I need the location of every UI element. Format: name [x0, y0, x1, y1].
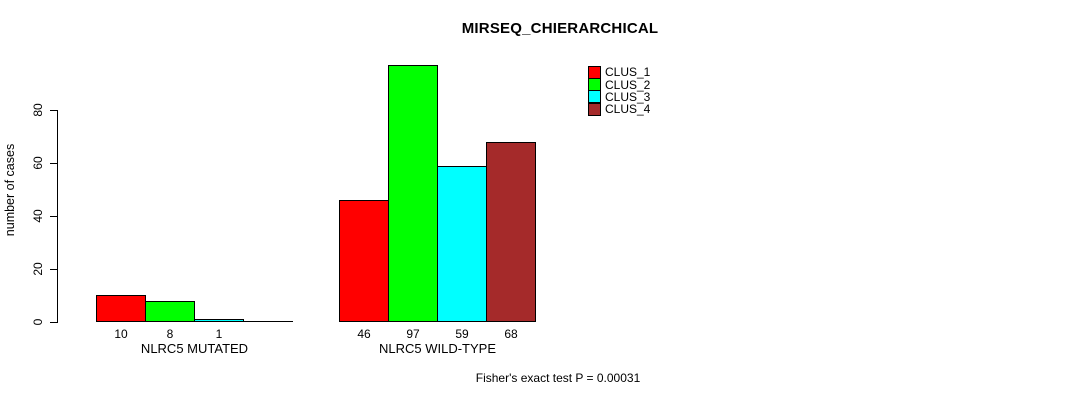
bar-value-label: 8 — [166, 327, 174, 341]
bar-value-label: 59 — [455, 327, 469, 341]
bar-clus_2 — [388, 65, 438, 322]
bar-clus_4-zero — [243, 321, 293, 322]
legend-label: CLUS_4 — [605, 102, 651, 117]
bar-value-label: 10 — [114, 327, 128, 341]
y-axis-tick-label: 80 — [31, 103, 45, 117]
chart-title: MIRSEQ_CHIERARCHICAL — [461, 20, 659, 37]
y-axis-tick — [50, 215, 57, 217]
legend-item-clus_3: CLUS_3 — [588, 89, 651, 104]
bar-clus_1 — [339, 200, 389, 322]
y-axis-tick-label: 40 — [31, 209, 45, 223]
bar-value-label: 1 — [215, 327, 223, 341]
bar-value-label: 46 — [357, 327, 371, 341]
y-axis-tick — [50, 268, 57, 270]
y-axis-tick — [50, 321, 57, 323]
chart-legend: CLUS_1 CLUS_2 CLUS_3 CLUS_4 — [588, 65, 651, 117]
bar-value-label: 97 — [406, 327, 420, 341]
category-label: NLRC5 WILD-TYPE — [378, 341, 497, 356]
legend-label: CLUS_3 — [605, 89, 651, 104]
legend-item-clus_2: CLUS_2 — [588, 77, 651, 92]
bar-clus_1 — [96, 295, 146, 322]
legend-item-clus_4: CLUS_4 — [588, 102, 651, 117]
bar-clus_3 — [194, 319, 244, 322]
bar-clus_2 — [145, 301, 195, 322]
bar-clus_4 — [486, 142, 536, 322]
legend-swatch — [588, 65, 601, 79]
legend-label: CLUS_2 — [605, 77, 651, 92]
bar-clus_3 — [437, 166, 487, 322]
statistical-test-note: Fisher's exact test P = 0.00031 — [475, 371, 641, 385]
y-axis-title: number of cases — [3, 143, 17, 237]
y-axis-tick-label: 60 — [31, 156, 45, 170]
legend-item-clus_1: CLUS_1 — [588, 65, 651, 80]
y-axis-tick — [50, 109, 57, 111]
y-axis-line — [57, 110, 58, 323]
bar-value-label: 68 — [504, 327, 518, 341]
legend-label: CLUS_1 — [605, 65, 651, 80]
category-label: NLRC5 MUTATED — [140, 341, 249, 356]
y-axis-tick — [50, 162, 57, 164]
legend-swatch — [588, 90, 601, 104]
legend-swatch — [588, 78, 601, 92]
y-axis-tick-label: 0 — [31, 318, 45, 326]
y-axis-tick-label: 20 — [31, 262, 45, 276]
legend-swatch — [588, 102, 601, 116]
